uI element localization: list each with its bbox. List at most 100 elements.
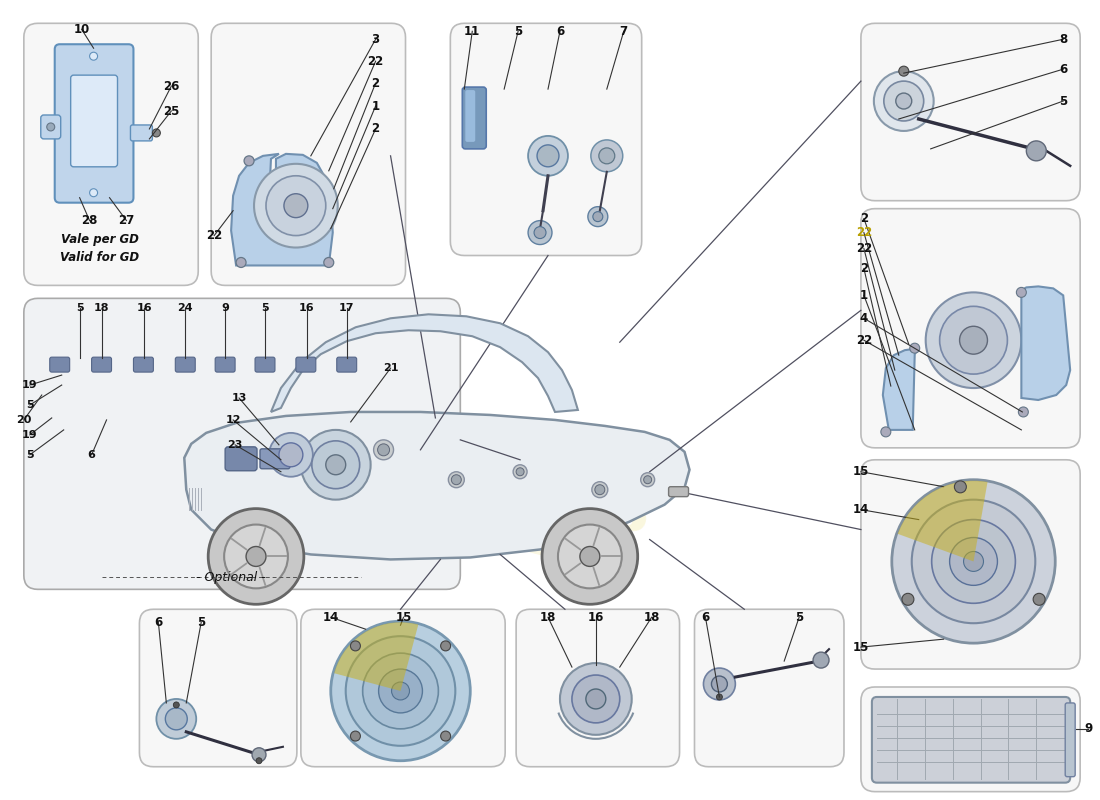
Circle shape — [279, 443, 302, 466]
Text: 9: 9 — [1084, 722, 1092, 735]
Text: 1: 1 — [372, 99, 379, 113]
Circle shape — [528, 136, 568, 176]
Circle shape — [892, 480, 1055, 643]
FancyBboxPatch shape — [861, 460, 1080, 669]
Circle shape — [301, 430, 371, 500]
Circle shape — [595, 485, 605, 494]
Circle shape — [441, 641, 451, 651]
Text: 6: 6 — [556, 25, 564, 38]
FancyBboxPatch shape — [669, 486, 689, 497]
Text: 22: 22 — [206, 229, 222, 242]
Text: 23: 23 — [228, 440, 243, 450]
Circle shape — [572, 675, 619, 723]
Circle shape — [153, 129, 161, 137]
Circle shape — [910, 343, 920, 353]
FancyBboxPatch shape — [1065, 703, 1075, 777]
Text: 16: 16 — [299, 303, 315, 314]
Text: 18: 18 — [94, 303, 109, 314]
FancyBboxPatch shape — [861, 687, 1080, 792]
Circle shape — [377, 444, 389, 456]
Circle shape — [959, 326, 988, 354]
Circle shape — [516, 468, 524, 476]
Text: 6: 6 — [88, 450, 96, 460]
Text: 8: 8 — [1059, 33, 1067, 46]
FancyBboxPatch shape — [24, 298, 460, 590]
Circle shape — [246, 546, 266, 566]
Polygon shape — [185, 412, 690, 559]
Circle shape — [256, 758, 262, 764]
Text: 22: 22 — [856, 226, 872, 239]
Text: 21: 21 — [383, 363, 398, 373]
Circle shape — [881, 427, 891, 437]
Circle shape — [254, 164, 338, 247]
Circle shape — [712, 676, 727, 692]
Circle shape — [47, 123, 55, 131]
Circle shape — [331, 622, 471, 761]
Text: 15: 15 — [395, 610, 411, 624]
Circle shape — [311, 441, 360, 489]
Text: eParts: eParts — [379, 409, 661, 550]
Text: 15: 15 — [852, 641, 869, 654]
Text: 14: 14 — [322, 610, 339, 624]
Text: 5: 5 — [76, 303, 84, 314]
Text: 4: 4 — [860, 312, 868, 325]
Text: 5: 5 — [514, 25, 522, 38]
FancyBboxPatch shape — [861, 209, 1080, 448]
Circle shape — [156, 699, 196, 739]
FancyBboxPatch shape — [131, 125, 153, 141]
Text: 2: 2 — [860, 262, 868, 275]
Polygon shape — [1022, 286, 1070, 400]
Circle shape — [89, 189, 98, 197]
Text: 3: 3 — [372, 33, 379, 46]
Circle shape — [964, 551, 983, 571]
Polygon shape — [271, 314, 578, 412]
Text: 5: 5 — [795, 610, 803, 624]
Text: 5: 5 — [26, 400, 34, 410]
Circle shape — [323, 258, 333, 267]
Text: 1: 1 — [860, 289, 868, 302]
FancyBboxPatch shape — [872, 697, 1070, 782]
Polygon shape — [883, 348, 918, 430]
Circle shape — [513, 465, 527, 478]
Wedge shape — [334, 622, 418, 691]
Text: 6: 6 — [1059, 62, 1067, 76]
Circle shape — [351, 731, 361, 741]
Text: 27: 27 — [119, 214, 134, 227]
Text: 22: 22 — [367, 54, 384, 68]
FancyBboxPatch shape — [861, 23, 1080, 201]
Text: 2: 2 — [860, 212, 868, 225]
Circle shape — [883, 81, 924, 121]
Circle shape — [704, 668, 736, 700]
Circle shape — [1026, 141, 1046, 161]
Circle shape — [537, 145, 559, 167]
Circle shape — [174, 702, 179, 708]
Text: 2: 2 — [372, 77, 379, 90]
Circle shape — [224, 525, 288, 588]
FancyBboxPatch shape — [462, 87, 486, 149]
Circle shape — [899, 66, 909, 76]
Text: 5: 5 — [26, 450, 34, 460]
Circle shape — [949, 538, 998, 586]
Text: Vale per GD
Valid for GD: Vale per GD Valid for GD — [60, 233, 139, 264]
Circle shape — [165, 708, 187, 730]
Text: 22: 22 — [856, 242, 872, 255]
FancyBboxPatch shape — [337, 357, 356, 372]
Circle shape — [1016, 287, 1026, 298]
FancyBboxPatch shape — [301, 610, 505, 766]
Text: 9: 9 — [221, 303, 229, 314]
Circle shape — [441, 731, 451, 741]
Circle shape — [374, 440, 394, 460]
Circle shape — [392, 682, 409, 700]
Circle shape — [558, 525, 622, 588]
Text: 2: 2 — [372, 122, 379, 135]
FancyBboxPatch shape — [70, 75, 118, 167]
Circle shape — [284, 194, 308, 218]
Circle shape — [593, 212, 603, 222]
FancyBboxPatch shape — [50, 357, 69, 372]
Polygon shape — [231, 154, 333, 266]
Circle shape — [252, 748, 266, 762]
Circle shape — [640, 473, 654, 486]
Text: 5: 5 — [1059, 94, 1067, 107]
Text: 24: 24 — [177, 303, 194, 314]
Circle shape — [932, 519, 1015, 603]
